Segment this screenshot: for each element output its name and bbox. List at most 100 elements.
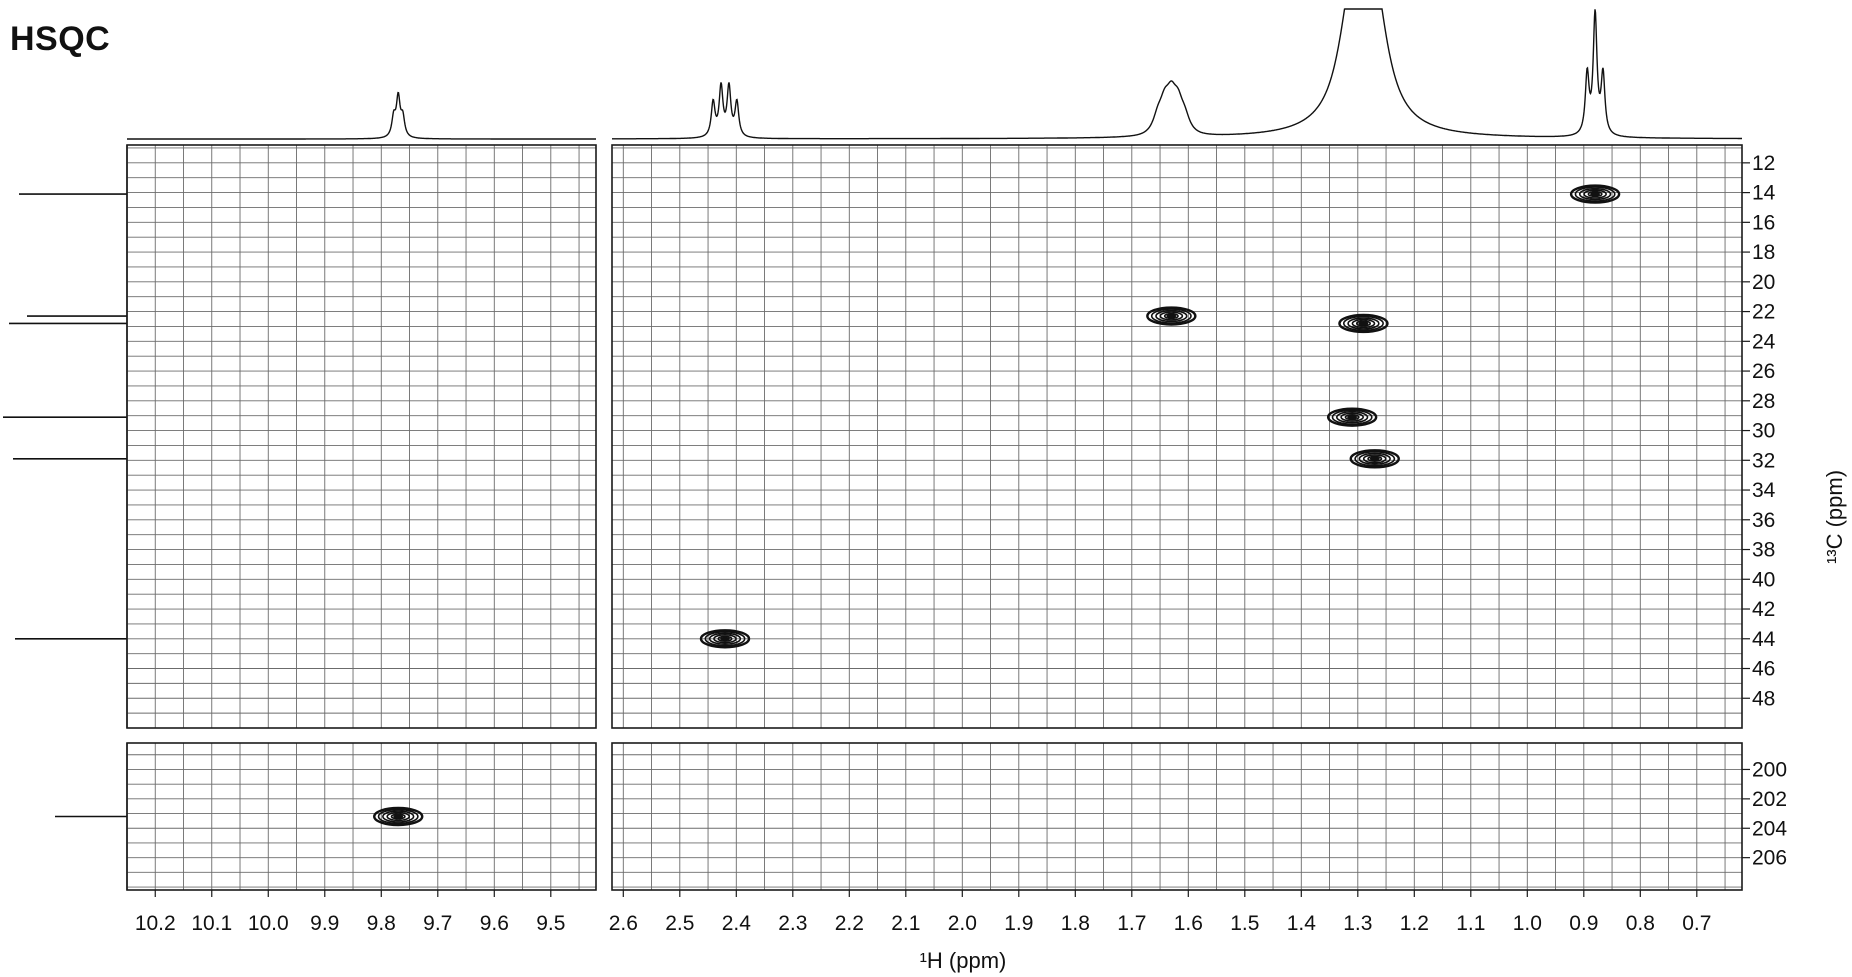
cross-peak-contour — [1331, 409, 1373, 425]
cross-peak-contour — [1163, 312, 1179, 320]
y-tick-label: 202 — [1752, 788, 1787, 811]
cross-peak-contour — [1150, 308, 1192, 324]
cross-peak — [1326, 407, 1378, 427]
x-tick-label: 2.6 — [609, 912, 638, 935]
cross-peak-contour — [1578, 187, 1612, 201]
x-tick-label: 9.7 — [423, 912, 452, 935]
y-tick-label: 24 — [1752, 330, 1776, 353]
y-axis-ticks: 12 14 16 18 20 22 24 26 28 30 32 34 36 38 40 42 44 46 48 20… — [1742, 152, 1787, 870]
cross-peak-contour — [704, 630, 746, 647]
x-axis-ticks: 10.2 10.1 10.0 9.9 9.8 9.7 9.6 9.5 2.6 2.5 2.4 2.3 2… — [135, 890, 1711, 935]
cross-peak — [1349, 449, 1400, 469]
panel-frame — [611, 144, 1743, 729]
y-tick-label: 44 — [1752, 628, 1776, 651]
y-tick-label: 42 — [1752, 598, 1775, 621]
y-tick-label: 16 — [1752, 211, 1775, 234]
y-tick-label: 20 — [1752, 271, 1775, 294]
cross-peak-contour — [386, 811, 411, 822]
cross-peak — [373, 806, 424, 827]
cross-peak-contour — [1342, 315, 1384, 332]
cross-peak-contour — [1569, 184, 1621, 204]
cross-peak — [1146, 306, 1197, 326]
y-tick-label: 14 — [1752, 182, 1776, 205]
y-tick-label: 34 — [1752, 479, 1776, 502]
cross-peak — [1338, 313, 1389, 334]
y-axis-label: ¹³C (ppm) — [1822, 470, 1847, 564]
y-tick-label: 18 — [1752, 241, 1775, 264]
y-tick-label: 38 — [1752, 539, 1775, 562]
cross-peak-contour — [1362, 454, 1387, 464]
cross-peak-contour — [1155, 309, 1188, 323]
x-tick-label: 10.2 — [135, 912, 176, 935]
x-tick-label: 2.5 — [665, 912, 694, 935]
cross-peak-contour — [1146, 306, 1197, 326]
y-tick-label: 40 — [1752, 568, 1775, 591]
cross-peak-contour — [1159, 311, 1184, 321]
x-tick-label: 9.5 — [536, 912, 565, 935]
proton-spectrum-trace — [127, 91, 596, 140]
cross-peak-contour — [1335, 410, 1369, 424]
cross-peak-contour — [1344, 413, 1360, 421]
panel-frame — [126, 742, 597, 891]
cross-peak-contour — [1340, 412, 1364, 422]
cross-peak — [699, 629, 751, 649]
x-tick-label: 0.7 — [1682, 912, 1711, 935]
x-tick-label: 2.0 — [948, 912, 977, 935]
proton-spectrum-trace — [612, 8, 1742, 140]
cross-peak-contour — [382, 810, 415, 823]
cross-peak-contour — [699, 629, 751, 649]
cross-peak-contour — [1351, 318, 1376, 329]
cross-peak-contour — [377, 808, 419, 825]
cross-peak-contour — [1349, 449, 1400, 469]
x-tick-label: 10.1 — [191, 912, 232, 935]
y-tick-label: 26 — [1752, 360, 1775, 383]
cross-peak-core — [1166, 314, 1177, 319]
cross-peak-contour — [708, 632, 742, 646]
y-tick-label: 206 — [1752, 847, 1787, 870]
x-tick-label: 9.9 — [310, 912, 339, 935]
x-tick-label: 9.8 — [367, 912, 396, 935]
cross-peak-core — [393, 814, 404, 819]
x-tick-label: 9.6 — [480, 912, 509, 935]
cross-peak-core — [1590, 192, 1601, 197]
cross-peak-contour — [717, 635, 733, 642]
y-tick-label: 48 — [1752, 687, 1775, 710]
y-tick-label: 204 — [1752, 817, 1787, 840]
y-tick-label: 46 — [1752, 658, 1775, 681]
panel-frame — [126, 144, 597, 729]
cross-peak-contour — [1338, 313, 1389, 334]
y-tick-label: 32 — [1752, 449, 1775, 472]
cross-peak-contour — [1355, 320, 1371, 327]
x-tick-label: 1.0 — [1513, 912, 1542, 935]
x-tick-label: 0.8 — [1626, 912, 1655, 935]
x-tick-label: 1.3 — [1343, 912, 1372, 935]
cross-peak-contour — [1587, 190, 1603, 198]
cross-peak-contour — [1347, 317, 1380, 330]
cross-peak-contour — [1354, 451, 1396, 467]
x-tick-label: 2.1 — [891, 912, 920, 935]
y-tick-label: 22 — [1752, 301, 1775, 324]
cross-peak-core — [1369, 456, 1380, 461]
cross-peak-core — [1347, 415, 1358, 420]
x-tick-label: 1.8 — [1061, 912, 1090, 935]
proton-1d-spectrum — [127, 8, 1742, 140]
cross-peak-core — [720, 636, 730, 641]
cross-peak-contour — [1574, 186, 1616, 202]
x-tick-label: 1.1 — [1456, 912, 1485, 935]
cross-peak-contour — [373, 806, 424, 827]
y-tick-label: 36 — [1752, 509, 1775, 532]
y-tick-label: 12 — [1752, 152, 1775, 175]
chart-title: HSQC — [10, 20, 111, 58]
cross-peak-contour — [1358, 452, 1391, 466]
x-tick-label: 1.5 — [1230, 912, 1259, 935]
y-tick-label: 200 — [1752, 758, 1787, 781]
y-tick-label: 30 — [1752, 420, 1775, 443]
x-tick-label: 1.6 — [1174, 912, 1203, 935]
x-axis-label: ¹H (ppm) — [920, 948, 1007, 973]
x-tick-label: 1.2 — [1400, 912, 1429, 935]
grid — [126, 145, 1742, 890]
x-tick-label: 2.3 — [778, 912, 807, 935]
y-tick-label: 28 — [1752, 390, 1775, 413]
cross-peak — [1569, 184, 1621, 204]
